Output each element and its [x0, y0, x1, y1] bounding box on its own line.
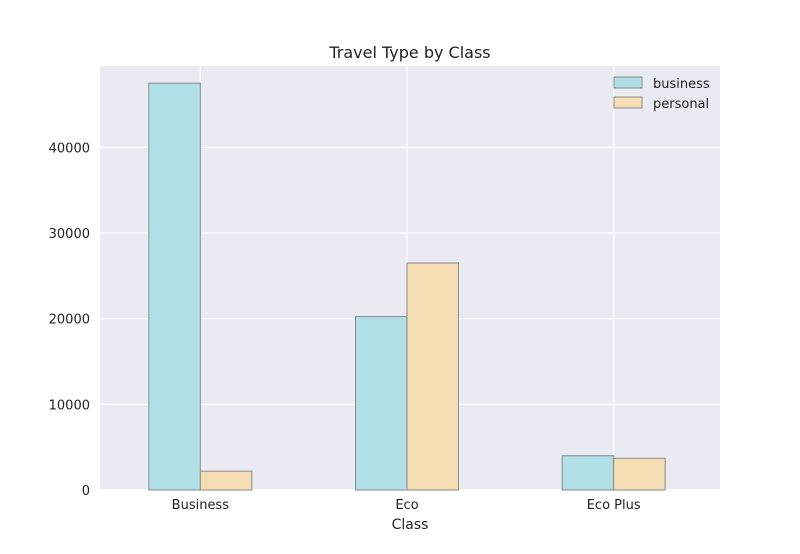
bars: [148, 82, 666, 491]
y-tick-label: 30000: [49, 227, 90, 242]
x-tick-label: Eco: [395, 498, 418, 513]
legend-swatch-business: [613, 76, 643, 89]
bar-personal-eco-plus: [613, 457, 666, 491]
legend: business personal: [613, 76, 710, 112]
y-tick-label: 20000: [49, 313, 90, 328]
y-tick-label: 40000: [49, 141, 90, 156]
bar-personal-business: [199, 470, 253, 491]
y-tick-label: 0: [82, 484, 90, 499]
legend-swatch-personal: [613, 96, 643, 109]
legend-label-personal: personal: [653, 97, 709, 112]
y-tick-label: 10000: [49, 398, 90, 413]
legend-label-business: business: [653, 77, 710, 92]
bar-business-business: [148, 82, 201, 491]
bar-business-eco: [355, 316, 408, 491]
chart-title: Travel Type by Class: [328, 43, 490, 62]
x-tick-label: Eco Plus: [587, 498, 641, 513]
x-tick-labels: Business Eco Eco Plus: [172, 498, 641, 513]
bar-personal-eco: [406, 262, 459, 491]
y-tick-labels: 0 10000 20000 30000 40000: [49, 141, 90, 499]
x-axis-label: Class: [392, 517, 429, 533]
x-tick-label: Business: [172, 498, 230, 513]
bar-business-eco-plus: [561, 455, 615, 491]
